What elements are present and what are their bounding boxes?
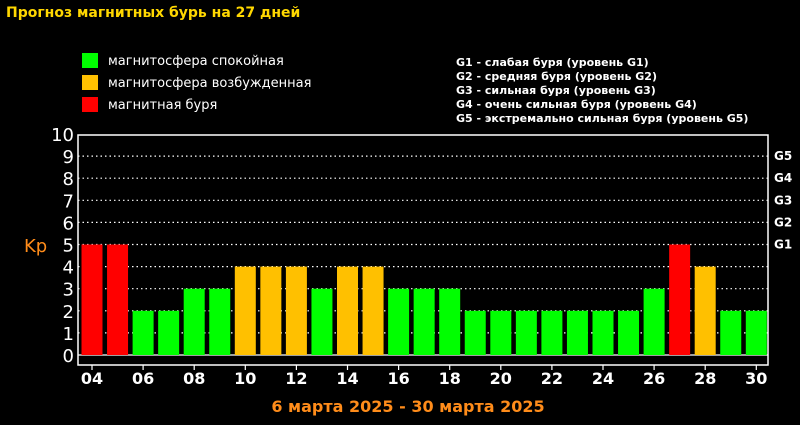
y-tick-label: 1 <box>63 324 74 345</box>
legend-swatch-storm <box>82 97 98 112</box>
g-tick-label: G4 <box>774 171 792 185</box>
y-tick-label: 4 <box>63 258 74 279</box>
bar-day-28 <box>694 266 716 355</box>
bar-day-29 <box>720 310 742 355</box>
g-legend-item: G4 - очень сильная буря (уровень G4) <box>456 98 697 111</box>
bar-day-12 <box>285 266 307 355</box>
x-tick-label: 18 <box>439 369 461 388</box>
x-tick-label: 22 <box>541 369 563 388</box>
x-tick-label: 20 <box>490 369 512 388</box>
legend-label-quiet: магнитосфера спокойная <box>108 54 284 69</box>
x-tick-label: 12 <box>285 369 307 388</box>
y-tick-label: 5 <box>63 236 74 257</box>
bar-day-30 <box>745 310 767 355</box>
legend-swatch-active <box>82 75 98 90</box>
bar-day-11 <box>260 266 282 355</box>
g-legend-item: G5 - экстремально сильная буря (уровень … <box>456 112 748 125</box>
bar-day-08 <box>183 288 205 355</box>
x-axis-ticks: 04 06 08 10 12 14 16 18 20 22 24 26 28 30 <box>81 365 767 388</box>
y-tick-label: 9 <box>63 147 74 168</box>
bar-day-27 <box>669 244 691 355</box>
y-tick-label: 0 <box>63 346 74 367</box>
y-axis-label: Kp <box>24 236 47 257</box>
g-tick-label: G5 <box>774 149 792 163</box>
x-tick-label: 08 <box>183 369 205 388</box>
g-legend-item: G3 - сильная буря (уровень G3) <box>456 84 656 97</box>
bar-day-05 <box>107 244 129 355</box>
bar-series <box>81 244 767 355</box>
bar-day-26 <box>643 288 665 355</box>
bar-day-18 <box>439 288 461 355</box>
legend-label-active: магнитосфера возбужденная <box>108 76 311 91</box>
color-legend: магнитосфера спокойная магнитосфера возбу… <box>82 53 311 113</box>
bar-day-15 <box>362 266 384 355</box>
chart-title: Прогноз магнитных бурь на 27 дней <box>6 5 300 21</box>
y-tick-label: 6 <box>63 213 74 234</box>
y-tick-label: 7 <box>63 191 74 212</box>
bar-day-13 <box>311 288 333 355</box>
bar-day-20 <box>490 310 512 355</box>
bar-day-21 <box>515 310 537 355</box>
bar-day-22 <box>541 310 563 355</box>
legend-label-storm: магнитная буря <box>108 98 217 113</box>
bar-day-19 <box>464 310 486 355</box>
g-tick-label: G2 <box>774 215 792 229</box>
x-tick-label: 06 <box>132 369 154 388</box>
x-tick-label: 24 <box>592 369 614 388</box>
y-tick-label: 10 <box>51 125 74 146</box>
date-range-label: 6 марта 2025 - 30 марта 2025 <box>271 397 544 416</box>
x-tick-label: 26 <box>643 369 665 388</box>
bar-day-14 <box>337 266 358 355</box>
plot-frame <box>77 134 769 366</box>
y-tick-label: 2 <box>63 302 74 323</box>
y-tick-label: 8 <box>63 169 74 190</box>
g-level-legend: G1 - слабая буря (уровень G1)G2 - средня… <box>456 56 748 125</box>
x-tick-label: 04 <box>81 369 103 388</box>
x-tick-label: 30 <box>745 369 767 388</box>
x-tick-label: 14 <box>336 369 358 388</box>
g-tick-label: G3 <box>774 193 792 207</box>
bar-day-04 <box>81 244 103 355</box>
x-tick-label: 28 <box>694 369 716 388</box>
g-legend-item: G2 - средняя буря (уровень G2) <box>456 70 657 83</box>
bar-day-16 <box>388 288 410 355</box>
bar-day-09 <box>209 288 231 355</box>
bar-day-24 <box>592 310 614 355</box>
bar-day-06 <box>132 310 154 355</box>
g-level-ticks: G1 G2 G3 G4 G5 <box>774 149 792 251</box>
bar-day-17 <box>413 288 435 355</box>
y-tick-label: 3 <box>63 280 74 301</box>
x-tick-label: 16 <box>387 369 409 388</box>
g-legend-item: G1 - слабая буря (уровень G1) <box>456 56 649 69</box>
bar-day-25 <box>618 310 640 355</box>
g-tick-label: G1 <box>774 238 792 252</box>
bar-day-10 <box>234 266 256 355</box>
bar-day-07 <box>158 310 180 355</box>
bar-day-23 <box>566 310 588 355</box>
x-tick-label: 10 <box>234 369 256 388</box>
legend-swatch-quiet <box>82 53 98 68</box>
